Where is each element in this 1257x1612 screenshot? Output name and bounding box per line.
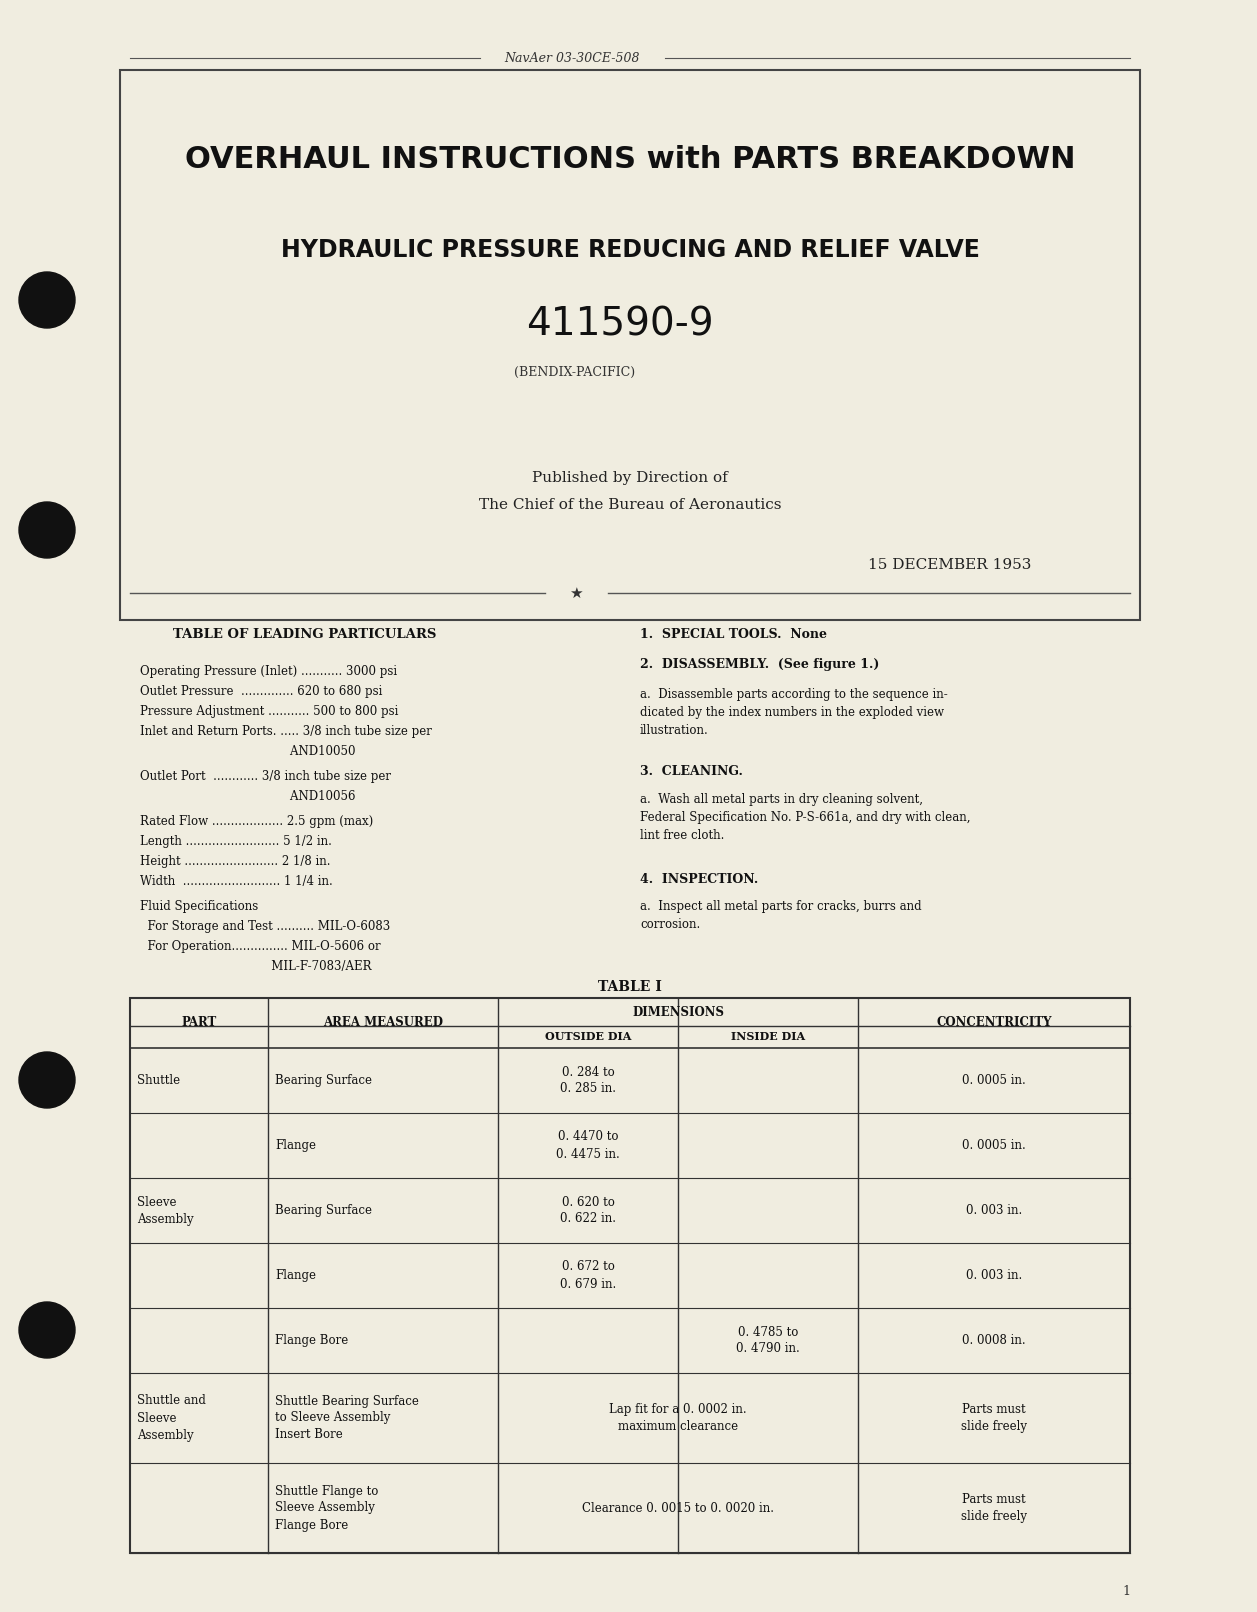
Circle shape bbox=[19, 1302, 75, 1357]
Text: 0. 0005 in.: 0. 0005 in. bbox=[962, 1140, 1026, 1153]
Text: TABLE I: TABLE I bbox=[598, 980, 662, 995]
Text: Fluid Specifications: Fluid Specifications bbox=[140, 899, 258, 912]
Text: OUTSIDE DIA: OUTSIDE DIA bbox=[544, 1032, 631, 1043]
Text: Shuttle Flange to
Sleeve Assembly
Flange Bore: Shuttle Flange to Sleeve Assembly Flange… bbox=[275, 1485, 378, 1531]
Text: a.  Disassemble parts according to the sequence in-
dicated by the index numbers: a. Disassemble parts according to the se… bbox=[640, 688, 948, 737]
Text: AND10056: AND10056 bbox=[140, 790, 356, 803]
Text: Inlet and Return Ports. ..... 3/8 inch tube size per: Inlet and Return Ports. ..... 3/8 inch t… bbox=[140, 725, 432, 738]
Text: 0. 003 in.: 0. 003 in. bbox=[965, 1269, 1022, 1282]
Text: Width  .......................... 1 1/4 in.: Width .......................... 1 1/4 i… bbox=[140, 875, 333, 888]
Text: Flange: Flange bbox=[275, 1269, 316, 1282]
Text: a.  Wash all metal parts in dry cleaning solvent,
Federal Specification No. P-S-: a. Wash all metal parts in dry cleaning … bbox=[640, 793, 970, 841]
Text: Clearance 0. 0015 to 0. 0020 in.: Clearance 0. 0015 to 0. 0020 in. bbox=[582, 1501, 774, 1515]
Text: For Storage and Test .......... MIL-O-6083: For Storage and Test .......... MIL-O-60… bbox=[140, 920, 390, 933]
Text: 0. 003 in.: 0. 003 in. bbox=[965, 1204, 1022, 1217]
Circle shape bbox=[19, 501, 75, 558]
Text: Outlet Pressure  .............. 620 to 680 psi: Outlet Pressure .............. 620 to 68… bbox=[140, 685, 382, 698]
Text: 411590-9: 411590-9 bbox=[527, 306, 714, 343]
Text: Shuttle and
Sleeve
Assembly: Shuttle and Sleeve Assembly bbox=[137, 1394, 206, 1441]
Text: 3.  CLEANING.: 3. CLEANING. bbox=[640, 766, 743, 779]
Text: Bearing Surface: Bearing Surface bbox=[275, 1204, 372, 1217]
Text: 4.  INSPECTION.: 4. INSPECTION. bbox=[640, 874, 758, 887]
Text: Height ......................... 2 1/8 in.: Height ......................... 2 1/8 i… bbox=[140, 854, 331, 867]
Text: Shuttle: Shuttle bbox=[137, 1074, 180, 1086]
Text: NavAer 03-30CE-508: NavAer 03-30CE-508 bbox=[504, 52, 640, 64]
Text: For Operation............... MIL-O-5606 or: For Operation............... MIL-O-5606 … bbox=[140, 940, 381, 953]
Text: 0. 0005 in.: 0. 0005 in. bbox=[962, 1074, 1026, 1086]
Text: 0. 620 to
0. 622 in.: 0. 620 to 0. 622 in. bbox=[561, 1196, 616, 1225]
Text: Length ......................... 5 1/2 in.: Length ......................... 5 1/2 i… bbox=[140, 835, 332, 848]
Text: 0. 4470 to
0. 4475 in.: 0. 4470 to 0. 4475 in. bbox=[556, 1130, 620, 1161]
Text: The Chief of the Bureau of Aeronautics: The Chief of the Bureau of Aeronautics bbox=[479, 498, 782, 513]
Text: Bearing Surface: Bearing Surface bbox=[275, 1074, 372, 1086]
Text: 1: 1 bbox=[1123, 1585, 1130, 1597]
Bar bbox=[119, 69, 1140, 621]
Text: Rated Flow ................... 2.5 gpm (max): Rated Flow ................... 2.5 gpm (… bbox=[140, 816, 373, 829]
Text: 2.  DISASSEMBLY.  (See figure 1.): 2. DISASSEMBLY. (See figure 1.) bbox=[640, 658, 880, 671]
Text: OVERHAUL INSTRUCTIONS with PARTS BREAKDOWN: OVERHAUL INSTRUCTIONS with PARTS BREAKDO… bbox=[185, 145, 1075, 174]
Text: a.  Inspect all metal parts for cracks, burrs and
corrosion.: a. Inspect all metal parts for cracks, b… bbox=[640, 899, 921, 932]
Text: Operating Pressure (Inlet) ........... 3000 psi: Operating Pressure (Inlet) ........... 3… bbox=[140, 666, 397, 679]
Text: ★: ★ bbox=[569, 585, 583, 601]
Text: Outlet Port  ............ 3/8 inch tube size per: Outlet Port ............ 3/8 inch tube s… bbox=[140, 771, 391, 783]
Text: HYDRAULIC PRESSURE REDUCING AND RELIEF VALVE: HYDRAULIC PRESSURE REDUCING AND RELIEF V… bbox=[280, 239, 979, 263]
Text: Parts must
slide freely: Parts must slide freely bbox=[962, 1493, 1027, 1523]
Text: Shuttle Bearing Surface
to Sleeve Assembly
Insert Bore: Shuttle Bearing Surface to Sleeve Assemb… bbox=[275, 1394, 419, 1441]
Text: (BENDIX-PACIFIC): (BENDIX-PACIFIC) bbox=[514, 366, 636, 379]
Text: 0. 672 to
0. 679 in.: 0. 672 to 0. 679 in. bbox=[559, 1261, 616, 1291]
Text: DIMENSIONS: DIMENSIONS bbox=[632, 1006, 724, 1019]
Bar bbox=[129, 998, 1130, 1552]
Text: Flange: Flange bbox=[275, 1140, 316, 1153]
Text: Sleeve
Assembly: Sleeve Assembly bbox=[137, 1196, 194, 1225]
Text: CONCENTRICITY: CONCENTRICITY bbox=[936, 1017, 1052, 1030]
Text: TABLE OF LEADING PARTICULARS: TABLE OF LEADING PARTICULARS bbox=[173, 629, 436, 642]
Text: INSIDE DIA: INSIDE DIA bbox=[730, 1032, 804, 1043]
Circle shape bbox=[19, 1053, 75, 1107]
Text: AND10050: AND10050 bbox=[140, 745, 356, 758]
Text: PART: PART bbox=[181, 1017, 216, 1030]
Text: Lap fit for a 0. 0002 in.
maximum clearance: Lap fit for a 0. 0002 in. maximum cleara… bbox=[610, 1402, 747, 1433]
Text: 15 DECEMBER 1953: 15 DECEMBER 1953 bbox=[869, 558, 1032, 572]
Text: MIL-F-7083/AER: MIL-F-7083/AER bbox=[140, 961, 372, 974]
Text: AREA MEASURED: AREA MEASURED bbox=[323, 1017, 442, 1030]
Text: 0. 284 to
0. 285 in.: 0. 284 to 0. 285 in. bbox=[561, 1066, 616, 1096]
Text: 0. 0008 in.: 0. 0008 in. bbox=[962, 1335, 1026, 1348]
Text: Pressure Adjustment ........... 500 to 800 psi: Pressure Adjustment ........... 500 to 8… bbox=[140, 704, 398, 717]
Circle shape bbox=[19, 272, 75, 327]
Text: Published by Direction of: Published by Direction of bbox=[532, 471, 728, 485]
Text: Flange Bore: Flange Bore bbox=[275, 1335, 348, 1348]
Text: 1.  SPECIAL TOOLS.  None: 1. SPECIAL TOOLS. None bbox=[640, 629, 827, 642]
Text: 0. 4785 to
0. 4790 in.: 0. 4785 to 0. 4790 in. bbox=[737, 1325, 799, 1356]
Text: Parts must
slide freely: Parts must slide freely bbox=[962, 1402, 1027, 1433]
